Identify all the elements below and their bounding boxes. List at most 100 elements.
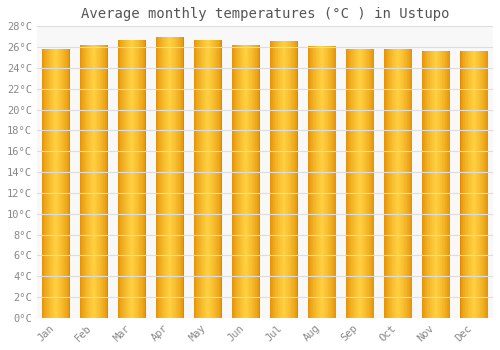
Bar xyxy=(195,40,196,318)
Bar xyxy=(205,40,206,318)
Bar xyxy=(446,51,448,318)
Bar xyxy=(242,45,243,318)
Bar xyxy=(367,49,368,318)
Bar xyxy=(196,40,197,318)
Bar xyxy=(182,37,184,318)
Bar xyxy=(461,51,462,318)
Bar xyxy=(88,45,89,318)
Bar xyxy=(243,45,244,318)
Bar xyxy=(402,49,403,318)
Bar xyxy=(212,40,213,318)
Bar xyxy=(48,49,50,318)
Bar xyxy=(279,41,280,318)
Bar xyxy=(363,49,364,318)
Bar xyxy=(294,41,296,318)
Bar xyxy=(326,46,327,318)
Bar xyxy=(353,49,354,318)
Bar xyxy=(126,40,127,318)
Bar xyxy=(106,45,108,318)
Bar xyxy=(391,49,392,318)
Bar xyxy=(208,40,210,318)
Bar xyxy=(100,45,101,318)
Bar xyxy=(350,49,352,318)
Bar xyxy=(178,37,179,318)
Bar xyxy=(46,49,48,318)
Bar xyxy=(395,49,396,318)
Bar xyxy=(365,49,366,318)
Bar xyxy=(321,46,322,318)
Bar xyxy=(366,49,367,318)
Bar xyxy=(92,45,93,318)
Bar xyxy=(53,49,54,318)
Bar xyxy=(406,49,408,318)
Bar xyxy=(60,49,61,318)
Bar xyxy=(259,45,260,318)
Bar xyxy=(130,40,131,318)
Bar xyxy=(433,51,434,318)
Bar xyxy=(99,45,100,318)
Bar xyxy=(422,51,423,318)
Bar xyxy=(62,49,63,318)
Bar xyxy=(127,40,128,318)
Bar xyxy=(478,51,479,318)
Bar xyxy=(204,40,205,318)
Bar xyxy=(297,41,298,318)
Bar xyxy=(394,49,395,318)
Bar xyxy=(466,51,467,318)
Bar xyxy=(332,46,334,318)
Bar xyxy=(442,51,443,318)
Bar xyxy=(317,46,318,318)
Bar xyxy=(460,51,461,318)
Bar xyxy=(93,45,94,318)
Bar xyxy=(358,49,360,318)
Bar xyxy=(309,46,310,318)
Bar xyxy=(159,37,160,318)
Bar xyxy=(139,40,140,318)
Bar xyxy=(315,46,316,318)
Bar xyxy=(465,51,466,318)
Bar xyxy=(443,51,444,318)
Bar xyxy=(214,40,215,318)
Bar xyxy=(441,51,442,318)
Bar xyxy=(334,46,335,318)
Bar xyxy=(82,45,83,318)
Bar xyxy=(384,49,385,318)
Bar xyxy=(472,51,474,318)
Bar xyxy=(280,41,281,318)
Bar xyxy=(244,45,245,318)
Bar xyxy=(156,37,157,318)
Bar xyxy=(121,40,122,318)
Bar xyxy=(51,49,52,318)
Bar xyxy=(162,37,164,318)
Bar xyxy=(290,41,291,318)
Bar xyxy=(86,45,88,318)
Bar xyxy=(411,49,412,318)
Bar xyxy=(194,40,195,318)
Bar xyxy=(310,46,312,318)
Bar xyxy=(386,49,388,318)
Bar xyxy=(177,37,178,318)
Bar xyxy=(448,51,449,318)
Bar xyxy=(312,46,314,318)
Bar xyxy=(56,49,57,318)
Bar xyxy=(331,46,332,318)
Bar xyxy=(248,45,249,318)
Bar xyxy=(174,37,175,318)
Bar xyxy=(288,41,289,318)
Bar xyxy=(424,51,426,318)
Bar xyxy=(322,46,324,318)
Bar xyxy=(129,40,130,318)
Bar xyxy=(431,51,432,318)
Bar xyxy=(202,40,203,318)
Bar xyxy=(360,49,362,318)
Bar xyxy=(292,41,293,318)
Bar xyxy=(217,40,218,318)
Bar xyxy=(239,45,240,318)
Bar xyxy=(58,49,59,318)
Bar xyxy=(198,40,200,318)
Bar xyxy=(464,51,465,318)
Bar xyxy=(432,51,433,318)
Bar xyxy=(401,49,402,318)
Bar xyxy=(438,51,439,318)
Bar xyxy=(400,49,401,318)
